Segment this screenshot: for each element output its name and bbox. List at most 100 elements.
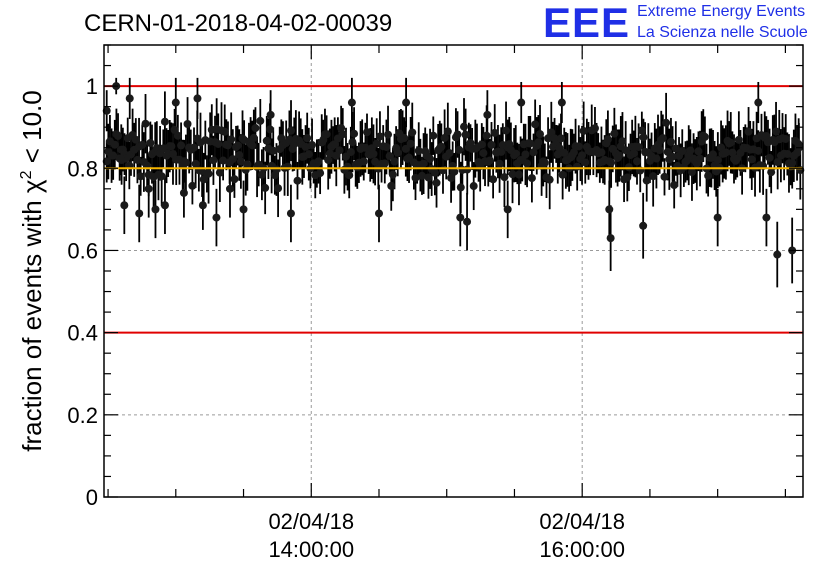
data-point [747, 155, 756, 164]
data-point [649, 172, 658, 181]
data-point [540, 158, 549, 167]
data-point [371, 157, 380, 166]
data-point [445, 149, 454, 158]
data-point [463, 165, 472, 174]
data-point [450, 167, 459, 176]
data-point [483, 110, 492, 119]
data-point [694, 147, 703, 156]
data-point [597, 148, 606, 157]
data-point [369, 149, 378, 158]
data-point [523, 159, 532, 168]
data-point [212, 213, 221, 222]
data-point [251, 124, 260, 133]
data-point [406, 139, 415, 148]
data-point [678, 147, 687, 156]
data-point [744, 127, 753, 136]
y-tick-label: 0 [86, 485, 98, 510]
data-point [670, 181, 679, 190]
data-point [514, 170, 523, 179]
data-point [466, 138, 475, 147]
data-point [762, 132, 771, 141]
data-point [325, 149, 334, 158]
data-point [553, 150, 562, 159]
data-point [503, 205, 512, 214]
data-point [170, 125, 179, 134]
data-point [495, 159, 504, 168]
data-point [557, 134, 566, 143]
y-axis-title: fraction of events with χ2 < 10.0 [17, 90, 47, 451]
data-point [783, 149, 792, 158]
data-point [359, 157, 368, 166]
data-point [230, 175, 239, 184]
data-point [183, 120, 192, 129]
data-point [324, 155, 333, 164]
data-point [781, 134, 790, 143]
data-point [160, 117, 169, 126]
data-point [138, 140, 147, 149]
data-point [335, 146, 344, 155]
data-point [387, 181, 396, 190]
data-point [314, 157, 323, 166]
data-point [754, 98, 763, 107]
data-point [177, 141, 186, 150]
data-point [227, 135, 236, 144]
data-point [479, 149, 488, 158]
data-point [555, 143, 564, 152]
data-point [487, 140, 496, 149]
data-point [432, 178, 441, 187]
data-point [160, 201, 169, 210]
data-point [374, 209, 383, 218]
data-point [372, 139, 381, 148]
data-point [293, 176, 302, 185]
y-tick-label: 0.8 [67, 156, 98, 181]
data-point [547, 128, 556, 137]
data-point [443, 127, 452, 136]
data-point [660, 172, 669, 181]
data-point [419, 159, 428, 168]
data-point [308, 140, 317, 149]
data-point [624, 163, 633, 172]
data-point [338, 130, 347, 139]
data-point [125, 94, 134, 103]
data-point [456, 183, 465, 192]
data-point [179, 188, 188, 197]
data-point [671, 144, 680, 153]
data-point [382, 142, 391, 151]
data-point [337, 124, 346, 133]
data-point [204, 169, 213, 178]
data-point [477, 140, 486, 149]
data-point [569, 148, 578, 157]
data-point [209, 156, 218, 165]
data-point [535, 130, 544, 139]
data-point [772, 127, 781, 136]
data-point [655, 146, 664, 155]
data-point [658, 134, 667, 143]
data-point [696, 154, 705, 163]
data-point [606, 234, 615, 243]
data-point [414, 146, 423, 155]
data-point [146, 139, 155, 148]
data-point [235, 151, 244, 160]
data-point [574, 142, 583, 151]
data-point [361, 143, 370, 152]
data-point [136, 172, 145, 181]
data-point [502, 126, 511, 135]
data-point [704, 171, 713, 180]
data-point [408, 128, 417, 137]
data-point [114, 131, 123, 140]
data-point [463, 217, 472, 226]
data-point [440, 133, 449, 142]
data-point [385, 152, 394, 161]
data-point [578, 151, 587, 160]
data-point [347, 98, 356, 107]
data-point [243, 160, 252, 169]
data-point [375, 132, 384, 141]
data-point [544, 134, 553, 143]
data-point [287, 126, 296, 135]
data-point [639, 221, 648, 230]
data-point [316, 169, 325, 178]
data-point [198, 201, 207, 210]
data-point [223, 141, 232, 150]
data-point [348, 138, 357, 147]
data-point [248, 141, 257, 150]
